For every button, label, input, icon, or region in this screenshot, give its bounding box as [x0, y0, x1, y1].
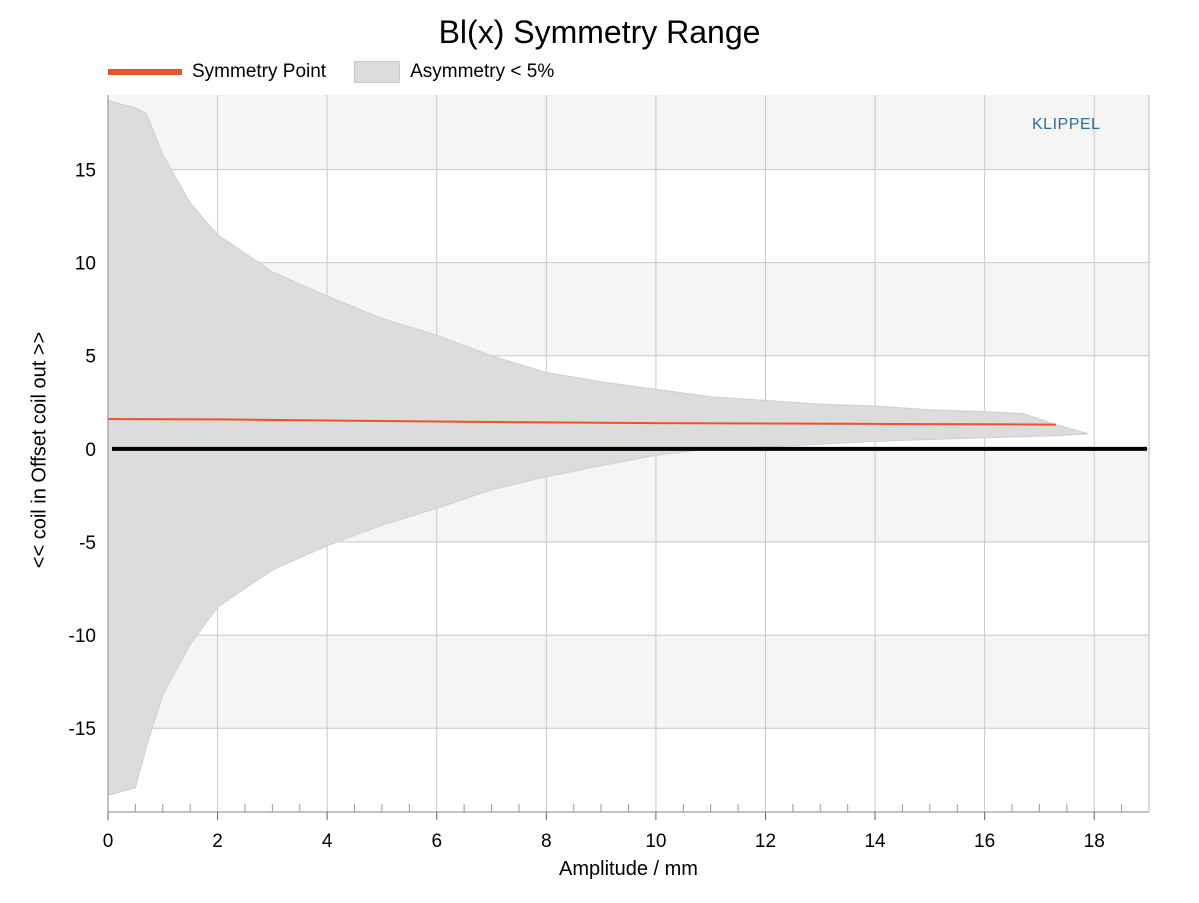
symmetry-point-line	[107, 418, 1056, 426]
legend: Symmetry Point Asymmetry < 5%	[108, 58, 582, 86]
legend-item-asymmetry: Asymmetry < 5%	[354, 61, 554, 83]
y-tick-label: -15	[69, 719, 96, 740]
legend-item-symmetry-point: Symmetry Point	[108, 61, 326, 83]
y-axis-label: << coil in Offset coil out >>	[28, 331, 51, 569]
chart-title: Bl(x) Symmetry Range	[438, 14, 761, 50]
y-tick-label: 0	[85, 440, 96, 461]
legend-label-asymmetry: Asymmetry < 5%	[410, 61, 555, 82]
legend-swatch-symmetry-point	[108, 69, 182, 75]
x-tick-label: 18	[1084, 831, 1105, 852]
legend-swatch-asymmetry	[354, 61, 401, 83]
x-tick-label: 12	[755, 831, 776, 852]
y-tick-label: 10	[75, 254, 96, 275]
y-tick-label: -5	[79, 533, 96, 554]
x-tick-label: 6	[431, 831, 442, 852]
x-tick-label: 14	[864, 831, 886, 852]
x-tick-label: 2	[212, 831, 223, 852]
x-tick-label: 8	[541, 831, 552, 852]
background-stripe-3	[108, 635, 1149, 729]
x-tick-label: 0	[103, 831, 114, 852]
x-tick-label: 4	[322, 831, 333, 852]
klippel-watermark: KLIPPEL	[1032, 116, 1101, 133]
x-axis-label: Amplitude / mm	[559, 858, 698, 880]
x-tick-label: 10	[645, 831, 666, 852]
y-tick-label: 5	[85, 347, 96, 368]
background-stripe-0	[108, 95, 1149, 170]
legend-label-symmetry-point: Symmetry Point	[192, 61, 327, 82]
y-tick-label: -10	[69, 626, 96, 647]
y-tick-label: 15	[75, 160, 96, 181]
x-tick-label: 16	[974, 831, 995, 852]
